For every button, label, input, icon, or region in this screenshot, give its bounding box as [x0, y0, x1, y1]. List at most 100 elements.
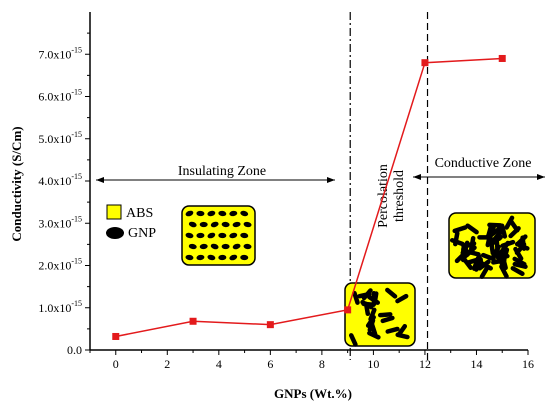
- gnp-flake: [378, 312, 393, 318]
- insulating-arrow-right-head: [327, 177, 335, 183]
- percolation-label-line2: threshold: [392, 170, 407, 222]
- gnp-flake: [513, 246, 524, 261]
- conductive-arrow-left-head: [413, 174, 421, 180]
- gnp-flake: [477, 259, 491, 271]
- gnp-particle: [218, 210, 227, 217]
- gnp-flake: [369, 322, 378, 337]
- gnp-flake: [485, 232, 493, 248]
- gnp-flake: [504, 215, 515, 230]
- gnp-flake: [367, 294, 380, 305]
- x-tick-label: 4: [216, 357, 222, 371]
- data-point: [344, 306, 352, 314]
- data-series: [112, 54, 506, 340]
- gnp-flake: [510, 266, 525, 276]
- gnp-particle: [196, 210, 205, 217]
- gnp-particle: [210, 243, 219, 250]
- gnp-flake: [491, 258, 507, 265]
- gnp-particle: [207, 210, 216, 217]
- gnp-flake: [352, 290, 360, 305]
- gnp-flake: [520, 235, 527, 251]
- legend-gnp-swatch: [106, 227, 124, 239]
- x-tick-label: 12: [419, 357, 431, 371]
- x-tick-label: 0: [113, 357, 119, 371]
- data-point: [421, 59, 429, 67]
- series-line: [115, 57, 503, 338]
- schematic-network-gnp: [448, 212, 536, 279]
- gnp-flake: [508, 226, 521, 239]
- gnp-particle: [243, 243, 252, 250]
- y-tick-label: 3.0x10-15: [38, 214, 82, 230]
- gnp-flake: [465, 223, 479, 235]
- gnp-flake: [385, 326, 400, 334]
- x-tick-label: 10: [367, 357, 379, 371]
- y-tick-label: 4.0x10-15: [38, 172, 82, 188]
- gnp-particle: [221, 243, 230, 250]
- gnp-particle: [240, 254, 249, 261]
- legend-abs-swatch: [106, 204, 122, 220]
- gnp-particle: [210, 221, 219, 228]
- y-tick-label: 0.0: [67, 343, 82, 357]
- y-ticks: 0.0 1.0x10-15 2.0x10-15 3.0x10-15 4.0x10-15 5…: [38, 32, 90, 357]
- x-tick-label: 6: [267, 357, 273, 371]
- gnp-flake: [500, 239, 516, 248]
- gnp-flake: [489, 234, 504, 246]
- gnp-flake: [348, 333, 358, 347]
- gnp-flake: [512, 256, 527, 267]
- insulating-zone-annotation: Insulating Zone: [96, 164, 335, 183]
- gnp-flake: [452, 225, 468, 234]
- gnp-particle: [188, 221, 197, 228]
- data-point: [266, 321, 274, 329]
- gnp-flake: [380, 315, 395, 324]
- x-tick-label: 8: [319, 357, 325, 371]
- y-axis-title: Conductivity (S/Cm): [9, 126, 24, 241]
- gnp-flake: [385, 287, 398, 299]
- gnp-particle: [207, 232, 216, 239]
- conductive-arrow-right-head: [537, 174, 545, 180]
- gnp-particle: [185, 232, 194, 239]
- gnp-particle: [196, 232, 205, 239]
- gnp-flake: [453, 231, 460, 247]
- x-tick-label: 2: [164, 357, 170, 371]
- x-tick-label: 16: [522, 357, 534, 371]
- gnp-particle: [240, 210, 249, 217]
- conductive-zone-label: Conductive Zone: [435, 156, 532, 171]
- gnp-particle: [240, 232, 249, 239]
- gnp-flake: [471, 256, 481, 271]
- gnp-flake: [479, 264, 490, 279]
- conductive-zone-annotation: Conductive Zone: [413, 156, 545, 180]
- network-gnp-particles: [449, 215, 530, 279]
- gnp-particle: [229, 210, 238, 217]
- gnp-flake: [396, 324, 408, 337]
- gnp-flake: [365, 315, 376, 328]
- gnp-flake: [499, 223, 508, 239]
- y-tick-label: 6.0x10-15: [38, 88, 82, 104]
- gnp-flake: [469, 235, 476, 252]
- x-tick-label: 14: [470, 357, 482, 371]
- gnp-flake: [474, 257, 483, 272]
- threshold-gnp-particles: [348, 287, 410, 347]
- insulating-arrow-left-head: [96, 177, 104, 183]
- data-point: [498, 54, 506, 62]
- x-axis-title: GNPs (Wt.%): [274, 386, 352, 401]
- legend-gnp-label: GNP: [128, 226, 156, 241]
- gnp-particle: [243, 221, 252, 228]
- schematic-threshold-gnp: [344, 282, 416, 347]
- y-tick-label: 2.0x10-15: [38, 257, 82, 273]
- gnp-particle: [196, 254, 205, 261]
- legend-abs-label: ABS: [126, 206, 153, 221]
- y-tick-label: 5.0x10-15: [38, 130, 82, 146]
- gnp-particle: [188, 243, 197, 250]
- y-tick-label: 7.0x10-15: [38, 45, 82, 61]
- gnp-flake: [361, 288, 373, 301]
- gnp-particle: [218, 232, 227, 239]
- data-point: [112, 332, 120, 340]
- gnp-flake: [464, 245, 477, 258]
- gnp-flake: [360, 299, 374, 310]
- gnp-particle: [199, 243, 208, 250]
- gnp-particle: [199, 221, 208, 228]
- gnp-particle: [207, 254, 216, 261]
- y-tick-label: 1.0x10-15: [38, 299, 82, 315]
- gnp-particle: [232, 243, 241, 250]
- data-point: [189, 317, 197, 325]
